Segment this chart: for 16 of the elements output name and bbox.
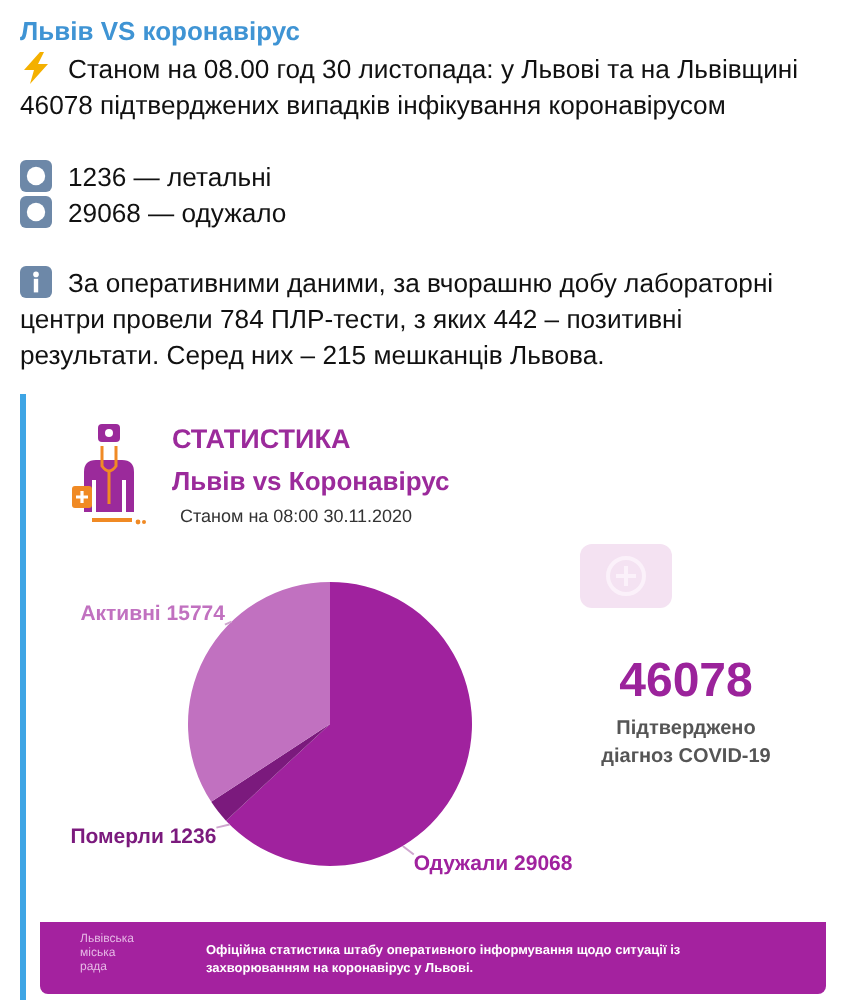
slice-label: Активні xyxy=(80,602,161,627)
text: 46078 xyxy=(617,654,755,710)
text: Станом на 08.00 год 30 листопада: у Львові та на Львівщині 46078 підтверджених випадків інфікування коронавірусом xyxy=(20,54,799,120)
text: 1236 — летальні xyxy=(68,162,272,192)
chart-title: СТАТИСТИКА xyxy=(172,424,351,454)
text: Львів VS коронавірус xyxy=(20,14,301,50)
text: Підтверджено діагноз COVID-19 xyxy=(599,716,773,772)
slice-label: Одужали xyxy=(413,852,509,877)
data-label: 15774 xyxy=(166,602,226,627)
data-label: 29068 xyxy=(514,852,573,877)
text: Станом на 08:00 30.11.2020 xyxy=(180,506,413,526)
chart-subtitle: Львів vs Коронавірус xyxy=(172,466,450,496)
text: 29068 — одужало xyxy=(68,198,287,228)
text: За оперативними даними, за вчорашню добу лабораторні центри провели 784 ПЛР-тести, з яких 442 – позитивні результати. Серед них – 215 мешканців Львова. xyxy=(20,268,774,370)
data-label: 1236 xyxy=(169,825,217,850)
slice-label: Померли xyxy=(70,825,164,850)
